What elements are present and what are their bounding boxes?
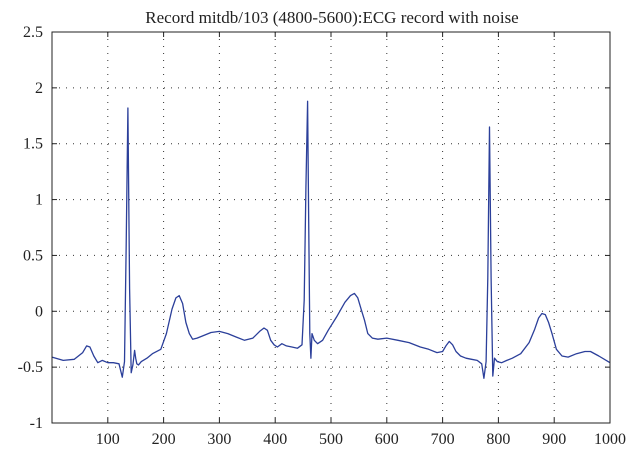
y-tick-label: -1 bbox=[30, 415, 43, 432]
x-tick-label: 900 bbox=[542, 431, 566, 448]
x-tick-label: 800 bbox=[486, 431, 510, 448]
axis-ticks bbox=[52, 31, 611, 424]
x-tick-label: 600 bbox=[375, 431, 399, 448]
y-tick-label: 1.5 bbox=[23, 136, 43, 153]
tick-labels: 100 200 300 400 500 600 700 800 900 1000 2.5 2 1.5 1 0… bbox=[18, 24, 626, 448]
y-tick-label: 2 bbox=[35, 80, 43, 97]
y-tick-label: 1 bbox=[35, 192, 43, 209]
x-tick-label: 200 bbox=[152, 431, 176, 448]
x-tick-label: 400 bbox=[263, 431, 287, 448]
ecg-series-line bbox=[51, 100, 611, 379]
x-tick-label: 500 bbox=[319, 431, 343, 448]
x-tick-label: 100 bbox=[96, 431, 120, 448]
x-tick-label: 300 bbox=[207, 431, 231, 448]
x-tick-label: 700 bbox=[431, 431, 455, 448]
y-tick-label: 2.5 bbox=[23, 24, 43, 41]
y-tick-label: 0.5 bbox=[23, 247, 43, 264]
x-tick-label: 1000 bbox=[594, 431, 626, 448]
grid bbox=[52, 32, 610, 423]
y-tick-label: 0 bbox=[35, 303, 43, 320]
y-tick-label: -0.5 bbox=[18, 359, 43, 376]
plot-frame bbox=[51, 31, 611, 424]
chart-title: Record mitdb/103 (4800-5600):ECG record … bbox=[145, 8, 518, 27]
